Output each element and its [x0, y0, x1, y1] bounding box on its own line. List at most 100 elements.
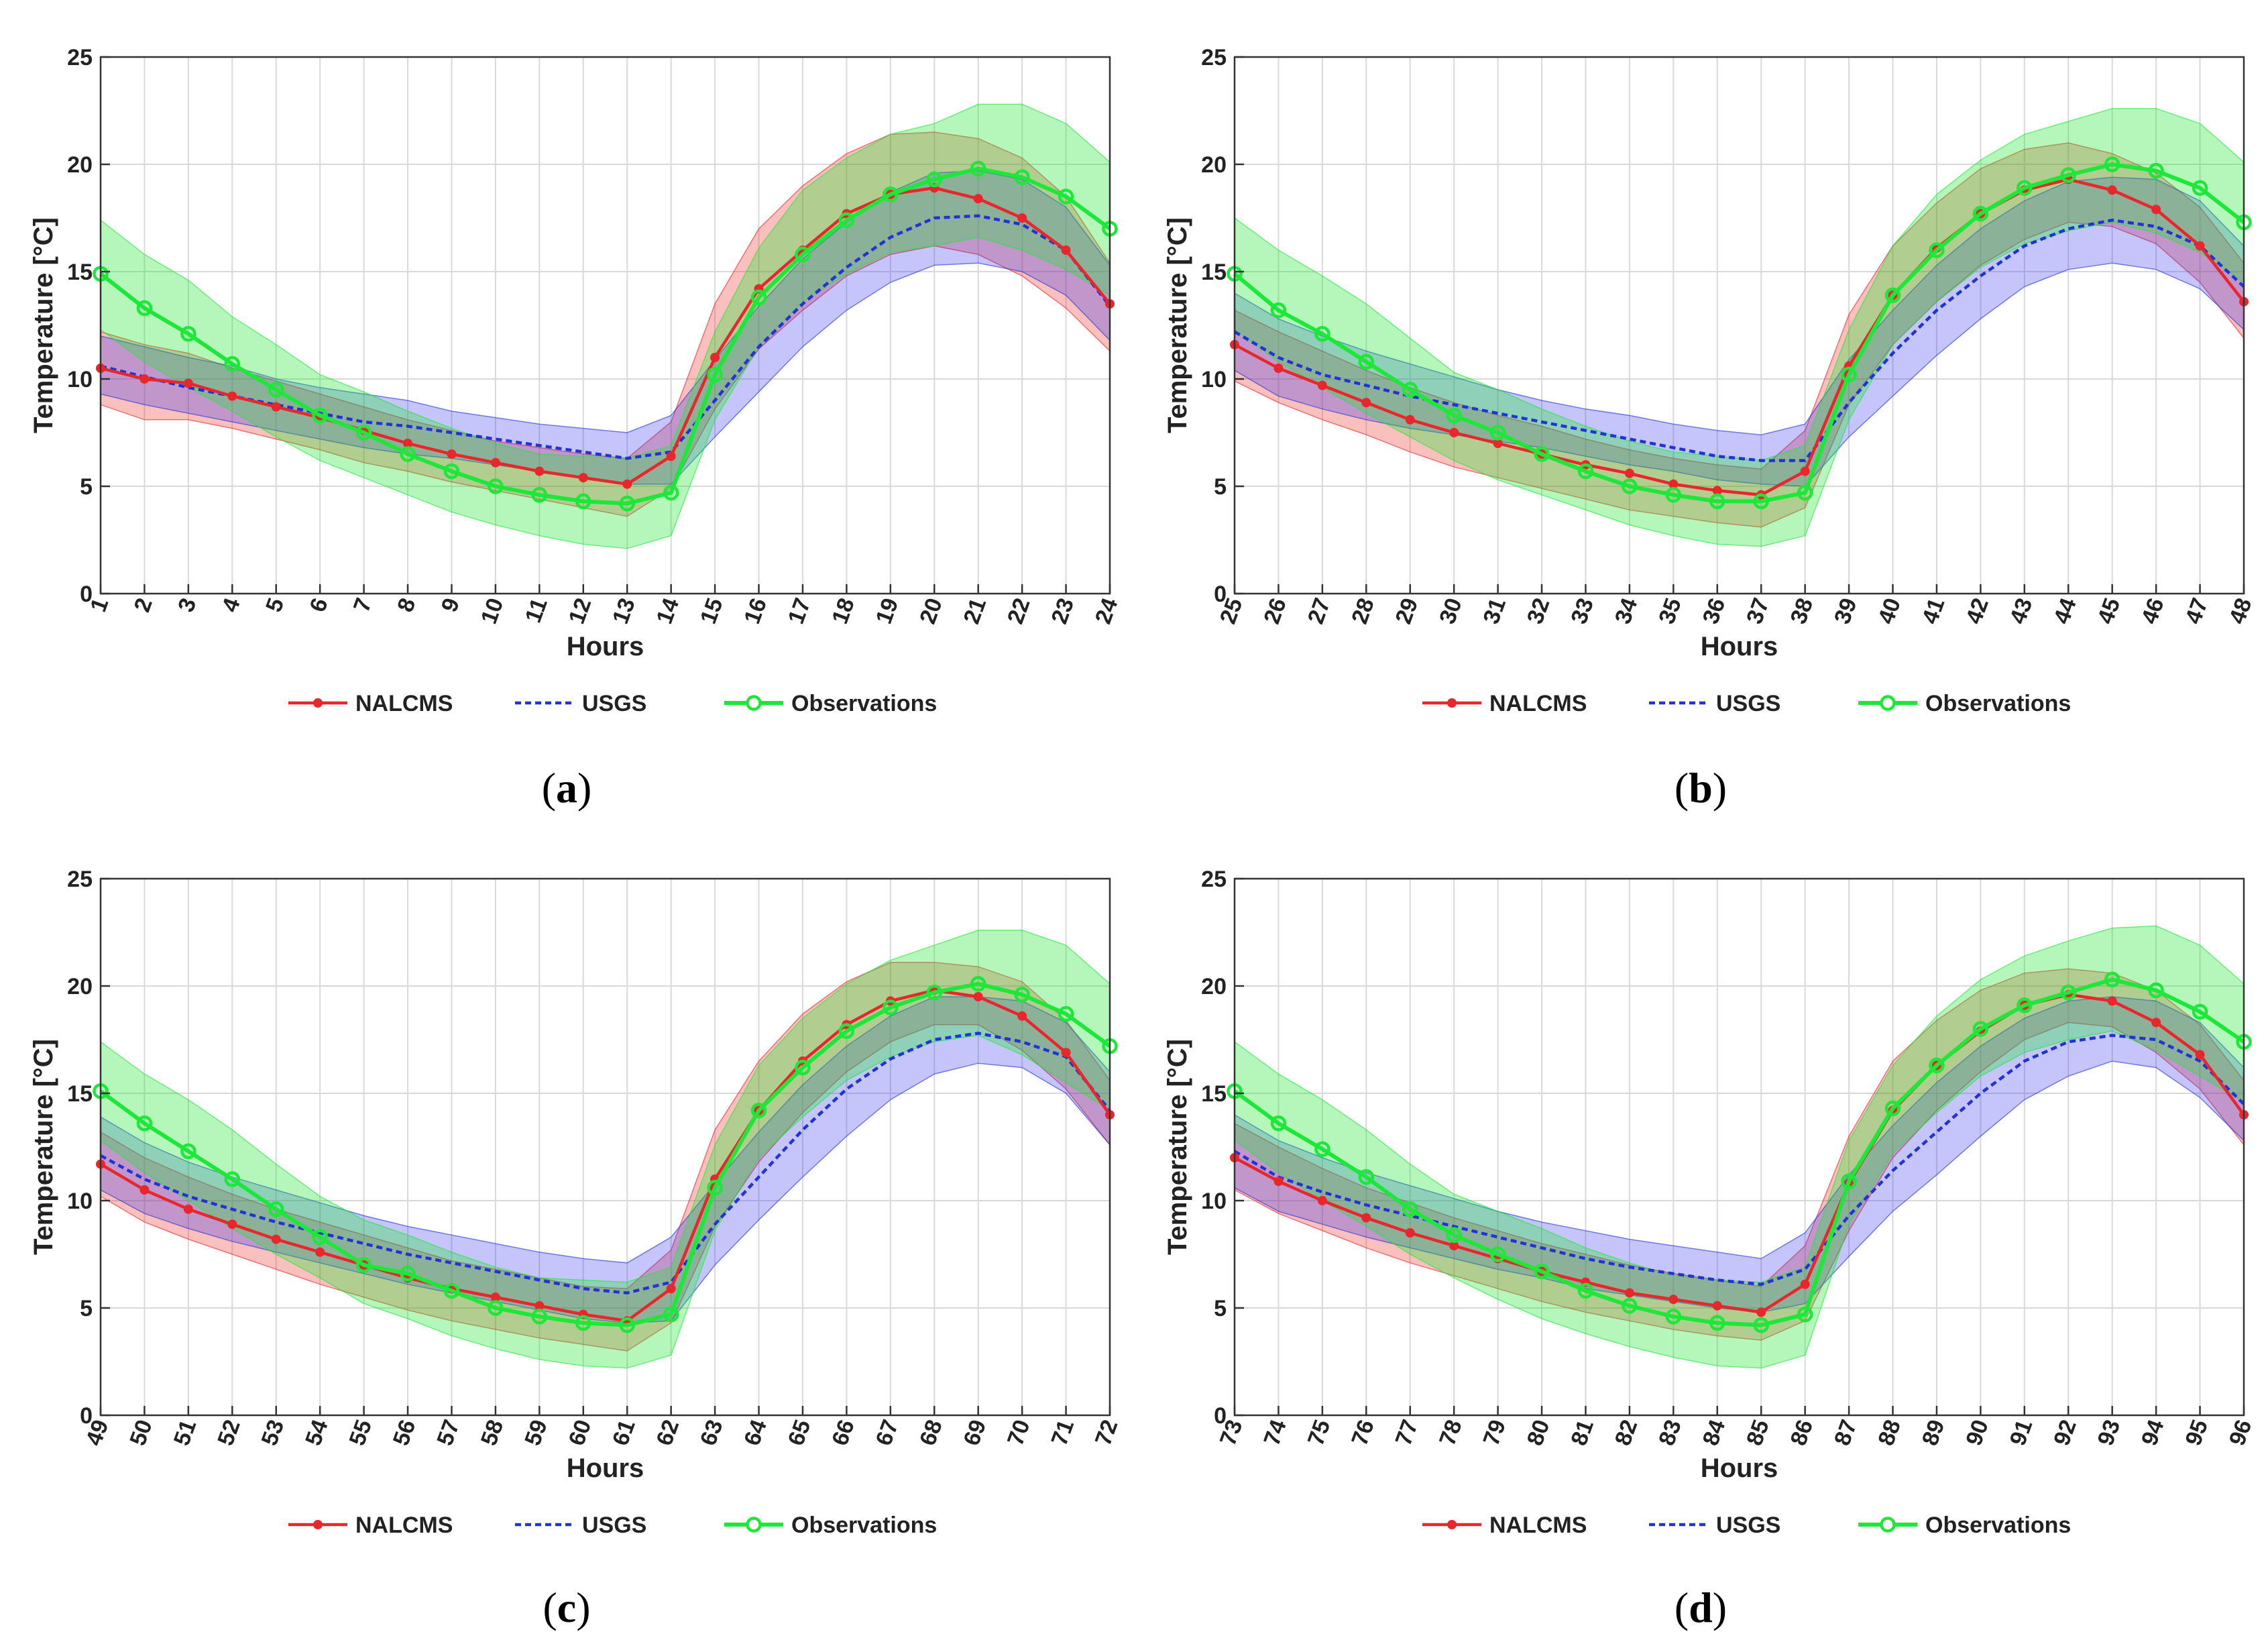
- panel-a: 0 5 10 15 20 25 1 2 3 4 5 6 7 8 9 10 11 12 13 14 15 16 17 18 19 2…: [0, 0, 1134, 822]
- data-point-nalcms: [1756, 1307, 1766, 1317]
- grid: [100, 56, 1111, 594]
- data-point-observations: [224, 1171, 241, 1187]
- x-tick-label: 58: [476, 1417, 509, 1449]
- x-tick-label: 27: [1303, 595, 1336, 628]
- data-point-nalcms: [1317, 380, 1327, 390]
- data-point-observations: [883, 186, 899, 203]
- x-tick-label: 1: [85, 595, 113, 616]
- y-tick-label: 10: [67, 367, 93, 392]
- grid: [1234, 56, 2245, 594]
- data-point-nalcms: [973, 992, 983, 1001]
- x-tick-label: 53: [257, 1417, 290, 1449]
- x-tick-label: 55: [344, 1417, 377, 1449]
- data-point-nalcms: [1405, 415, 1415, 425]
- y-tick-label: 0: [80, 1403, 93, 1429]
- data-point-nalcms: [1017, 1011, 1027, 1021]
- data-point-observations: [1314, 326, 1330, 342]
- y-tick-label: 20: [67, 152, 93, 178]
- data-point-observations: [1797, 484, 1813, 501]
- x-tick-label: 12: [564, 595, 597, 628]
- data-point-observations: [1797, 1306, 1813, 1323]
- data-point-observations: [575, 1315, 591, 1331]
- x-tick-label: 14: [652, 595, 685, 628]
- data-point-observations: [1534, 1263, 1550, 1280]
- data-point-observations: [838, 212, 855, 228]
- data-point-observations: [795, 246, 811, 263]
- x-tick-label: 85: [1742, 1417, 1774, 1449]
- y-tick-label: 20: [67, 974, 93, 999]
- data-point-nalcms: [666, 451, 676, 461]
- y-tick-label: 15: [67, 1081, 93, 1107]
- y-tick-label: 10: [67, 1189, 93, 1214]
- axes-box: [1233, 56, 2245, 595]
- data-point-observations: [2192, 180, 2208, 196]
- data-point-observations: [224, 355, 241, 372]
- data-point-observations: [1014, 169, 1030, 185]
- data-point-observations: [663, 484, 679, 501]
- y-tick-label: 25: [1201, 867, 1227, 892]
- x-axis-label: Hours: [567, 632, 644, 661]
- x-tick-label: 13: [608, 595, 640, 628]
- x-tick-label: 90: [1961, 1417, 1994, 1449]
- data-point-observations: [1270, 1115, 1287, 1132]
- data-point-nalcms: [183, 1204, 193, 1214]
- data-point-observations: [443, 463, 460, 480]
- x-tick-label: 16: [739, 595, 772, 628]
- data-point-observations: [1665, 1309, 1682, 1325]
- data-point-nalcms: [1317, 1196, 1327, 1205]
- data-point-observations: [1058, 1005, 1074, 1022]
- data-point-nalcms: [1361, 1213, 1371, 1223]
- data-point-observations: [707, 1180, 723, 1196]
- data-point-observations: [1489, 425, 1506, 441]
- x-tick-label: 71: [1046, 1417, 1079, 1449]
- series-line-usgs: [99, 1032, 1111, 1295]
- x-tick-label: 24: [1090, 595, 1123, 628]
- data-point-observations: [1402, 382, 1418, 398]
- x-tick-label: 68: [915, 1417, 948, 1449]
- data-point-nalcms: [2195, 241, 2205, 251]
- y-tick-label: 0: [1214, 1403, 1227, 1429]
- y-tick-label: 5: [1214, 1296, 1227, 1321]
- y-axis-label: Temperature [°C]: [1163, 1039, 1192, 1255]
- x-tick-label: 44: [2049, 595, 2082, 628]
- y-tick-label: 25: [67, 867, 93, 892]
- x-tick-label: 41: [1917, 595, 1950, 628]
- y-tick-label: 15: [1201, 1081, 1227, 1107]
- x-tick-label: 40: [1873, 595, 1906, 628]
- x-tick-label: 63: [695, 1417, 728, 1449]
- x-tick-label: 39: [1829, 595, 1862, 628]
- series-line-usgs: [1233, 218, 2245, 462]
- data-point-observations: [268, 382, 284, 398]
- data-point-nalcms: [2107, 996, 2117, 1006]
- x-axis-label: Hours: [567, 1454, 644, 1483]
- data-point-nalcms: [271, 402, 281, 412]
- data-point-observations: [355, 425, 372, 441]
- y-tick-label: 20: [1201, 152, 1227, 178]
- data-point-observations: [838, 1023, 855, 1039]
- data-point-nalcms: [1712, 486, 1722, 496]
- x-tick-label: 67: [871, 1417, 904, 1449]
- x-tick-label: 22: [1003, 595, 1035, 628]
- data-point-observations: [1841, 1173, 1857, 1189]
- caption-b: (b): [1674, 764, 1727, 812]
- data-point-nalcms: [622, 479, 632, 489]
- data-point-observations: [1972, 205, 1989, 222]
- data-point-observations: [1929, 242, 1945, 258]
- x-tick-label: 94: [2137, 1417, 2169, 1449]
- data-point-nalcms: [1712, 1301, 1722, 1311]
- data-point-observations: [2017, 997, 2033, 1013]
- legend-label-observations: Observations: [1925, 1513, 2071, 1538]
- y-tick-label: 10: [1201, 367, 1227, 392]
- data-point-nalcms: [1668, 1295, 1679, 1305]
- x-tick-label: 57: [432, 1417, 465, 1449]
- data-point-observations: [488, 1300, 504, 1316]
- legend-label-usgs: USGS: [1716, 1513, 1780, 1538]
- data-point-observations: [1270, 302, 1287, 319]
- x-tick-label: 82: [1610, 1417, 1643, 1449]
- data-point-observations: [1314, 1141, 1330, 1157]
- x-tick-label: 10: [476, 595, 509, 628]
- x-tick-label: 32: [1522, 595, 1555, 628]
- data-point-observations: [2060, 167, 2077, 183]
